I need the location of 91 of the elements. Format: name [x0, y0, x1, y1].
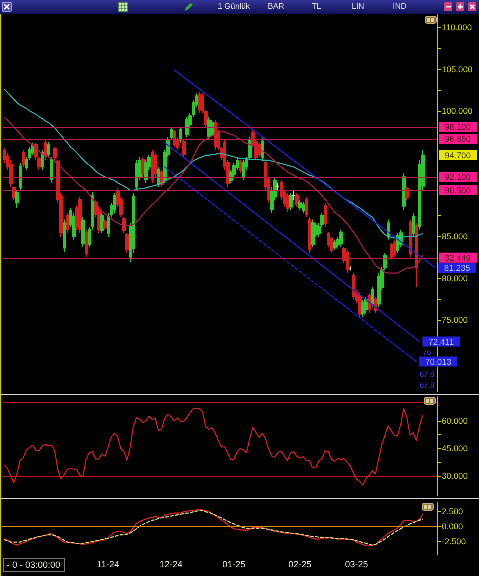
candlestick [371, 287, 374, 308]
candlestick [151, 150, 154, 184]
candlestick [305, 196, 308, 218]
y-tick-label: -2.500 [442, 536, 466, 547]
candlestick [330, 236, 333, 254]
candlestick [361, 300, 365, 318]
candlestick [333, 239, 337, 250]
candlestick [276, 182, 280, 192]
candlestick [210, 120, 214, 138]
candlestick [144, 160, 148, 184]
candlestick [179, 126, 182, 144]
candlestick [298, 200, 302, 212]
text: BAR [268, 2, 284, 12]
ref-line-label: 98.100 [445, 122, 472, 132]
candlestick [63, 219, 66, 253]
candlestick [286, 192, 289, 213]
text: IND [393, 2, 407, 12]
candlestick [405, 186, 409, 202]
candlestick [409, 219, 412, 258]
candlestick [15, 190, 19, 209]
candlestick [81, 216, 85, 248]
text: LIN [352, 2, 364, 12]
line-series [4, 88, 424, 239]
x-tick-label: 01-25 [222, 560, 246, 570]
x-tick-label: 03-25 [345, 560, 368, 570]
text: - 0 - 03:00:00 [3, 558, 65, 572]
candlestick [292, 190, 296, 202]
candlestick [412, 212, 415, 238]
y-tick-label: 45.000 [442, 443, 468, 454]
candlestick [44, 140, 47, 161]
candlestick [352, 272, 355, 301]
y-tick-label: 60.000 [442, 416, 468, 426]
candlestick [239, 160, 242, 174]
x-tick-label: 12-24 [160, 560, 183, 570]
y-tick-label: 75.000 [442, 315, 468, 326]
text: TL [312, 2, 322, 12]
candlestick [113, 192, 116, 214]
x-tick-label: 11-24 [97, 560, 120, 570]
candlestick [47, 142, 50, 158]
candlestick [402, 172, 406, 212]
text: 1 Günlük [218, 2, 250, 12]
candlestick [122, 216, 126, 234]
y-tick-label: 110.000 [442, 22, 472, 33]
candlestick [339, 229, 343, 248]
candlestick [53, 146, 57, 161]
x-tick-label: 02-25 [288, 560, 312, 570]
line-series [4, 408, 424, 486]
candlestick [261, 137, 264, 161]
candlestick [19, 162, 22, 192]
candlestick [78, 196, 82, 234]
candlestick [198, 91, 201, 114]
y-tick-label: 30.000 [442, 470, 468, 481]
candlestick [66, 212, 69, 234]
candlestick [41, 150, 44, 171]
y-tick-label: 105.000 [442, 64, 473, 74]
y-tick-label: 2.500 [442, 506, 464, 516]
candlestick [157, 166, 160, 188]
ref-line-label: 90.500 [445, 186, 472, 196]
candlestick [85, 229, 88, 258]
candlestick [258, 142, 261, 158]
candlestick [100, 212, 104, 234]
ref-line-label: 92.100 [445, 172, 472, 182]
candlestick [308, 216, 311, 254]
data-label: 81.235 [444, 262, 471, 273]
ref-line-label: 82.449 [445, 252, 472, 263]
candlestick [103, 219, 107, 230]
y-tick-label: 80.000 [442, 273, 468, 284]
candlestick [125, 232, 129, 254]
candlestick [393, 239, 396, 258]
candlestick [295, 192, 299, 208]
candlestick [368, 292, 371, 314]
ref-line-label: 96.650 [445, 134, 472, 144]
candlestick [302, 202, 305, 214]
y-tick-label: 100.000 [442, 106, 473, 116]
candlestick [182, 140, 186, 158]
candlestick [390, 242, 393, 260]
candlestick [364, 297, 368, 314]
text: 94.700 [445, 150, 471, 160]
candlestick [50, 156, 53, 184]
y-tick-label: 85.000 [442, 232, 468, 242]
data-label: 72.411 [428, 336, 454, 347]
candlestick [346, 249, 349, 274]
candlestick [289, 192, 293, 212]
candlestick [173, 130, 176, 148]
candlestick [135, 160, 138, 192]
candlestick [22, 150, 25, 168]
y-tick-label: 0.000 [442, 522, 464, 532]
candlestick [311, 219, 315, 248]
data-label: 70.013 [426, 356, 452, 367]
candlestick [324, 202, 327, 228]
candlestick [242, 160, 245, 182]
